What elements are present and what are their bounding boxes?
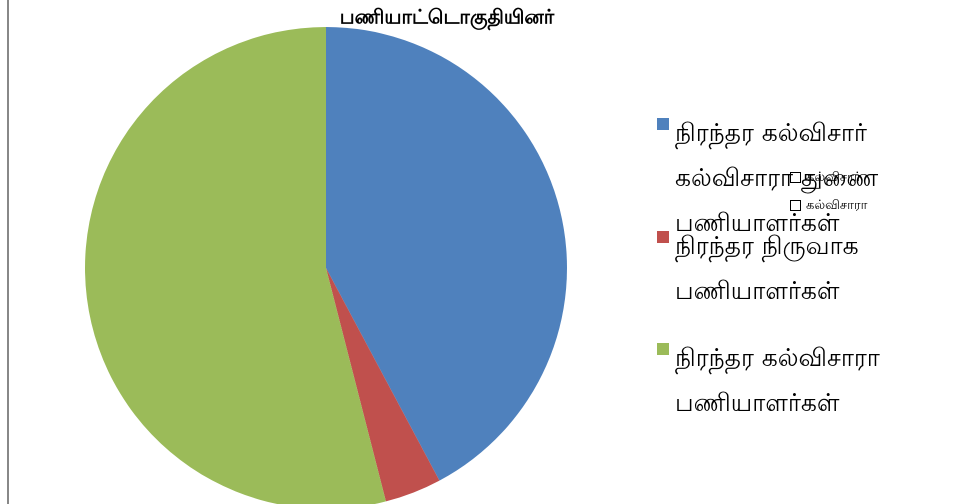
legend-swatch — [657, 343, 669, 355]
pie-slice — [326, 27, 568, 481]
annotation: கல்விசாரா — [790, 198, 867, 214]
pie-slice — [326, 268, 440, 502]
legend-swatch — [657, 231, 669, 243]
pie-slice — [85, 27, 386, 504]
chart-title: பணியாட்டொகுதியினர் — [340, 5, 555, 31]
legend-label: நிரந்தர கல்விசாரா பணியாளர்கள் — [675, 343, 880, 417]
legend-label: நிரந்தர நிருவாக பணியாளர்கள் — [675, 231, 859, 305]
annotation: கல்விசார் — [790, 170, 861, 186]
legend-swatch — [657, 118, 669, 130]
